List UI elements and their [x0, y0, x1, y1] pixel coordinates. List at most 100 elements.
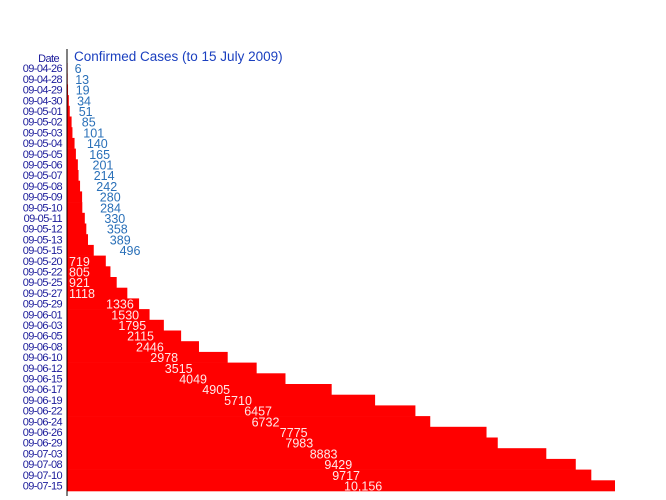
date-label: 09-05-03: [23, 127, 63, 139]
value-label: 1118: [69, 287, 95, 301]
date-label: 09-06-15: [23, 374, 63, 386]
date-label: 09-04-30: [23, 95, 63, 107]
date-label: 09-05-22: [23, 267, 63, 279]
value-label: 496: [120, 244, 141, 258]
value-label: 51: [79, 105, 93, 119]
date-label: 09-04-28: [23, 74, 63, 86]
value-label: 242: [96, 180, 117, 194]
value-label: 330: [104, 212, 125, 226]
date-label: 09-06-22: [23, 406, 63, 418]
bar-09-05-22: [67, 266, 111, 278]
date-label: 09-05-25: [23, 277, 63, 289]
bar-09-07-03: [67, 448, 547, 460]
value-label: 165: [89, 148, 110, 162]
bar-09-05-27: [67, 287, 128, 299]
bar-09-06-12: [67, 362, 257, 374]
bar-09-04-29: [67, 84, 69, 96]
value-label: 7775: [280, 426, 308, 440]
value-label: 6: [75, 62, 82, 76]
bar-09-06-22: [67, 405, 416, 417]
bar-09-05-11: [67, 212, 85, 224]
bar-09-06-29: [67, 437, 498, 449]
chart-title: Confirmed Cases (to 15 July 2009): [74, 49, 283, 64]
value-label: 10,156: [344, 480, 382, 494]
value-label: 3515: [165, 362, 193, 376]
value-label: 140: [87, 137, 108, 151]
date-label: 09-05-27: [23, 288, 63, 300]
date-label: 09-06-29: [23, 438, 63, 450]
date-label: 09-05-07: [23, 170, 63, 182]
date-label: 09-04-29: [23, 85, 63, 97]
bar-09-05-13: [67, 234, 88, 246]
date-label: 09-05-20: [23, 256, 63, 268]
value-label: 805: [69, 266, 90, 280]
bar-09-04-30: [67, 95, 69, 107]
bar-09-07-10: [67, 469, 592, 481]
date-label: 09-06-10: [23, 352, 63, 364]
value-label: 1336: [106, 298, 134, 312]
value-label: 13: [75, 73, 89, 87]
date-label: 09-07-03: [23, 448, 63, 460]
date-label: 09-06-01: [23, 309, 63, 321]
bar-09-06-05: [67, 330, 182, 342]
bar-09-05-29: [67, 298, 140, 310]
bar-09-07-15: [67, 480, 615, 492]
value-label: 358: [107, 223, 128, 237]
value-label: 85: [82, 116, 96, 130]
value-label: 1530: [111, 308, 139, 322]
date-label: 09-05-15: [23, 245, 63, 257]
date-label: 09-07-08: [23, 459, 63, 471]
date-label: 09-05-04: [23, 138, 63, 150]
date-label: 09-06-17: [23, 384, 63, 396]
value-label: 5710: [224, 394, 252, 408]
bar-09-06-10: [67, 351, 228, 363]
date-label: 09-05-13: [23, 234, 63, 246]
bar-09-06-19: [67, 394, 376, 406]
bar-09-05-12: [67, 223, 87, 235]
bar-09-06-26: [67, 426, 487, 438]
date-label: 09-06-26: [23, 427, 63, 439]
bar-09-06-08: [67, 341, 199, 353]
date-label: 09-05-12: [23, 224, 63, 236]
value-label: 34: [77, 94, 91, 108]
date-label: 09-05-08: [23, 181, 63, 193]
value-label: 2446: [136, 340, 164, 354]
date-label: 09-05-06: [23, 160, 63, 172]
bar-09-06-01: [67, 309, 150, 321]
bar-09-06-17: [67, 384, 332, 395]
date-label: 09-06-24: [23, 416, 63, 428]
date-label: 09-05-11: [24, 213, 63, 225]
value-label: 214: [94, 169, 115, 183]
bar-09-05-04: [67, 137, 75, 149]
bar-09-06-15: [67, 373, 286, 385]
value-label: 101: [83, 126, 104, 140]
bar-09-05-06: [67, 159, 78, 171]
value-label: 2978: [150, 351, 178, 365]
date-label: 09-07-15: [23, 481, 63, 493]
value-label: 9717: [332, 469, 360, 483]
date-label: 09-05-10: [23, 202, 63, 214]
value-label: 8883: [310, 447, 338, 461]
value-label: 4905: [202, 383, 230, 397]
bar-09-05-05: [67, 148, 76, 160]
date-label: 09-06-03: [23, 320, 63, 332]
date-label: 09-06-12: [23, 363, 63, 375]
date-label: 09-06-08: [23, 341, 63, 353]
bar-09-05-07: [67, 170, 79, 181]
bar-09-05-20: [67, 255, 106, 267]
date-label: 09-05-09: [23, 192, 63, 204]
value-label: 4049: [179, 373, 207, 387]
value-label: 201: [93, 159, 114, 173]
value-label: 921: [69, 276, 90, 290]
date-label: 09-07-10: [23, 470, 63, 482]
date-label: 09-06-19: [23, 395, 63, 407]
bar-09-06-24: [67, 416, 431, 428]
value-label: 2115: [127, 330, 154, 344]
date-label: 09-05-02: [23, 117, 63, 129]
bar-09-06-03: [67, 319, 164, 331]
value-label: 284: [100, 201, 121, 215]
date-label: 09-05-05: [23, 149, 63, 161]
value-label: 9429: [324, 458, 352, 472]
bar-09-05-09: [67, 191, 83, 203]
